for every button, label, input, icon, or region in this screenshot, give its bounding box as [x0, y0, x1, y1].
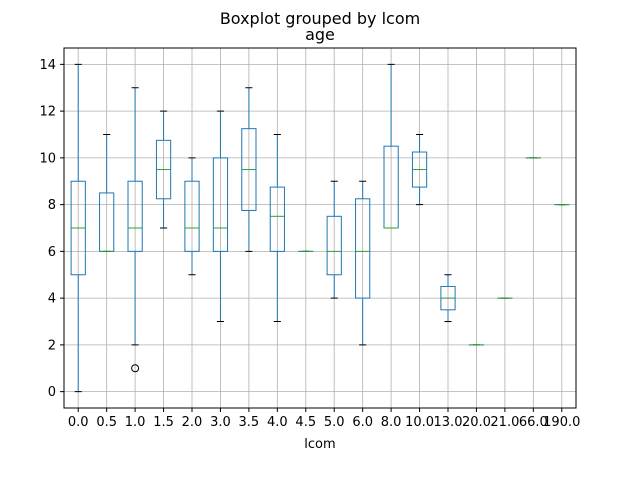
box [355, 198, 371, 299]
box-group [326, 180, 342, 299]
y-tick-label: 8 [48, 198, 56, 213]
x-tick-label: 8.0 [381, 415, 402, 430]
box [212, 157, 229, 252]
x-tick-label: 21.0 [490, 415, 519, 430]
x-axis-label: lcom [304, 437, 335, 452]
plot-frame [63, 47, 577, 409]
x-tick-label: 66.0 [519, 415, 548, 430]
x-tick-label: 3.0 [210, 415, 231, 430]
box [127, 180, 143, 252]
x-tick-label: 4.5 [295, 415, 316, 430]
y-tick-label: 10 [39, 151, 56, 166]
x-tick-label: 5.0 [324, 415, 345, 430]
boxes-layer [70, 63, 570, 393]
box-group [127, 87, 143, 373]
x-tick-label: 6.0 [352, 415, 373, 430]
grid [64, 48, 576, 408]
chart-title: Boxplot grouped by lcom [220, 9, 420, 28]
y-tick-label: 14 [39, 58, 56, 73]
y-tick-label: 4 [48, 292, 56, 307]
y-tick-label: 0 [48, 385, 56, 400]
box-group [383, 63, 399, 229]
box-group [184, 157, 200, 276]
x-tick-label: 10.0 [405, 415, 434, 430]
box-group [355, 180, 371, 346]
chart-subtitle: age [305, 25, 335, 44]
box [269, 186, 285, 252]
x-tick-label: 0.5 [96, 415, 117, 430]
x-tick-label: 190.0 [543, 415, 580, 430]
x-tick-label: 1.5 [153, 415, 174, 430]
x-tick-label: 2.0 [182, 415, 203, 430]
ticks-layer: 0 2 4 6 8 10 12 14 0.0 0.5 1.0 1.5 2.0 3.0 3.5 4.0 4.5 5.… [39, 58, 580, 430]
x-tick-label: 0.0 [68, 415, 89, 430]
box [184, 180, 200, 252]
box-group [155, 110, 172, 229]
box-group [212, 110, 229, 323]
x-tick-label: 20.0 [462, 415, 491, 430]
box-group [411, 133, 428, 206]
box-group [99, 133, 115, 252]
x-tick-label: 13.0 [434, 415, 463, 430]
x-tick-label: 3.5 [239, 415, 260, 430]
y-tick-label: 12 [39, 105, 56, 120]
x-tick-label: 4.0 [267, 415, 288, 430]
y-tick-label: 2 [48, 338, 56, 353]
y-tick-label: 6 [48, 245, 56, 260]
box [326, 215, 342, 276]
box-group [440, 274, 456, 323]
x-tick-label: 1.0 [125, 415, 146, 430]
box-group [70, 63, 86, 393]
outlier-point [131, 364, 140, 373]
box-group [241, 87, 257, 252]
box-group [269, 133, 285, 323]
